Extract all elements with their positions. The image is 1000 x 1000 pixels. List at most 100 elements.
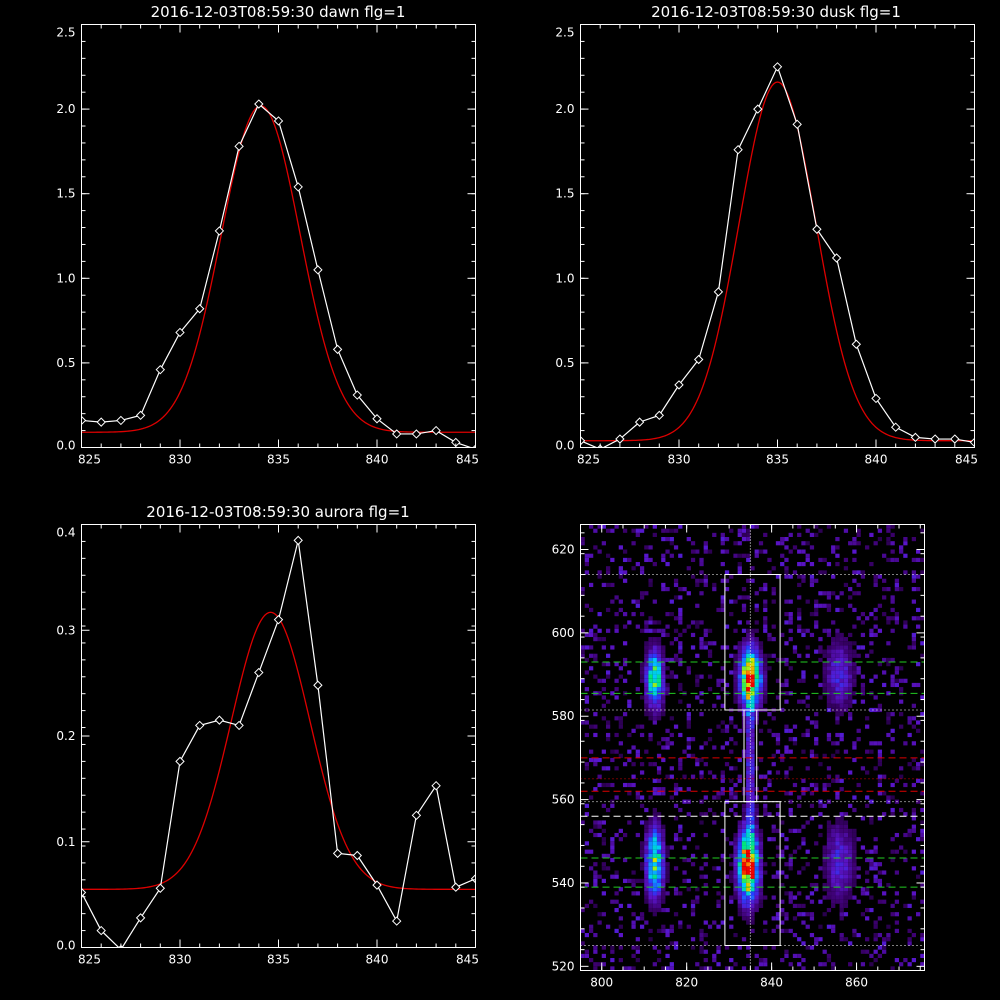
heatmap-cell xyxy=(661,703,666,708)
heatmap-cell xyxy=(661,787,666,792)
heatmap-cell xyxy=(707,653,713,658)
heatmap-cell xyxy=(860,891,866,896)
heatmap-cell xyxy=(733,887,738,892)
heatmap-cell xyxy=(746,653,751,658)
heatmap-cell xyxy=(788,637,793,642)
heatmap-cell xyxy=(839,641,844,646)
heatmap-cell xyxy=(644,628,649,633)
heatmap-cell xyxy=(869,632,874,638)
heatmap-cell xyxy=(869,741,874,746)
heatmap-cell xyxy=(877,878,883,883)
heatmap-cell xyxy=(835,849,840,854)
heatmap-cell xyxy=(741,882,747,888)
heatmap-cell xyxy=(839,645,844,650)
heatmap-cell xyxy=(860,645,866,650)
heatmap-cell xyxy=(763,687,768,692)
heatmap-cell xyxy=(758,682,764,688)
heatmap-cell xyxy=(673,803,679,808)
heatmap-cell xyxy=(797,628,802,633)
heatmap-cell xyxy=(648,712,653,717)
heatmap-cell xyxy=(741,674,747,679)
heatmap-cell xyxy=(831,841,836,846)
heatmap-cell xyxy=(843,845,849,850)
heatmap-xtick-label: 840 xyxy=(760,976,783,990)
heatmap-cell xyxy=(826,824,832,829)
aurora-ytick-label: 0.2 xyxy=(56,729,75,743)
heatmap-cell xyxy=(661,587,666,592)
heatmap-cell xyxy=(873,607,878,613)
heatmap-cell xyxy=(652,841,657,846)
heatmap-cell xyxy=(835,774,840,779)
heatmap-cell xyxy=(835,657,840,663)
heatmap-cell xyxy=(873,874,878,879)
heatmap-cell xyxy=(890,607,895,613)
heatmap-cell xyxy=(822,874,827,879)
heatmap-cell xyxy=(661,895,666,900)
heatmap-cell xyxy=(661,628,666,633)
heatmap-cell xyxy=(843,678,849,683)
heatmap-cell xyxy=(818,637,823,642)
heatmap-cell xyxy=(639,795,645,800)
heatmap-cell xyxy=(886,541,891,546)
heatmap-cell xyxy=(635,753,640,758)
dusk-xtick-label: 840 xyxy=(865,453,888,467)
heatmap-cell xyxy=(894,912,900,917)
heatmap-cell xyxy=(758,641,764,646)
heatmap-cell xyxy=(635,599,640,604)
heatmap-cell xyxy=(754,895,759,900)
heatmap-cell xyxy=(754,874,759,879)
heatmap-cell xyxy=(729,870,734,875)
heatmap-cell xyxy=(750,662,755,667)
dusk-data-point xyxy=(713,287,724,297)
heatmap-cell xyxy=(737,882,742,888)
heatmap-cell xyxy=(669,732,674,738)
heatmap-cell xyxy=(682,857,687,863)
heatmap-cell xyxy=(733,657,738,663)
heatmap-cell xyxy=(610,945,615,950)
heatmap-cell xyxy=(907,937,912,942)
heatmap-cell xyxy=(763,674,768,679)
heatmap-cell xyxy=(805,695,810,700)
heatmap-cell xyxy=(754,657,759,663)
heatmap-cell xyxy=(822,787,827,792)
heatmap-cell xyxy=(741,699,747,704)
heatmap-cell xyxy=(886,587,891,592)
heatmap-cell xyxy=(831,845,836,850)
heatmap-cell xyxy=(831,928,836,933)
heatmap-cell xyxy=(750,766,755,771)
heatmap-cell xyxy=(767,728,772,733)
heatmap-cell xyxy=(678,807,683,813)
heatmap-cell xyxy=(771,653,776,658)
heatmap-cell xyxy=(835,537,840,542)
heatmap-cell xyxy=(695,962,700,967)
heatmap-cell xyxy=(809,720,815,725)
heatmap-cell xyxy=(860,687,866,692)
heatmap-cell xyxy=(584,670,589,675)
heatmap-cell xyxy=(750,670,755,675)
heatmap-cell xyxy=(703,582,708,588)
heatmap-cell xyxy=(605,782,611,788)
heatmap-cell xyxy=(678,828,683,833)
heatmap-cell xyxy=(741,853,747,858)
heatmap-cell xyxy=(890,541,895,546)
heatmap-cell xyxy=(648,849,653,854)
aurora-data-point xyxy=(254,667,264,678)
heatmap-cell xyxy=(750,857,755,863)
heatmap-cell xyxy=(644,866,649,871)
heatmap-cell xyxy=(831,620,836,625)
heatmap-cell xyxy=(652,899,657,904)
heatmap-cell xyxy=(724,741,730,746)
heatmap-cell xyxy=(801,941,806,946)
heatmap-cell xyxy=(733,803,738,808)
heatmap-cell xyxy=(916,799,921,804)
heatmap-cell xyxy=(622,624,628,629)
heatmap-cell xyxy=(707,687,713,692)
heatmap-cell xyxy=(720,812,725,817)
heatmap-cell xyxy=(818,682,823,688)
heatmap-cell xyxy=(788,799,793,804)
heatmap-cell xyxy=(656,741,662,746)
heatmap-cell xyxy=(809,803,815,808)
heatmap-cell xyxy=(843,699,849,704)
heatmap-cell xyxy=(610,899,615,904)
heatmap-cell xyxy=(856,737,861,742)
